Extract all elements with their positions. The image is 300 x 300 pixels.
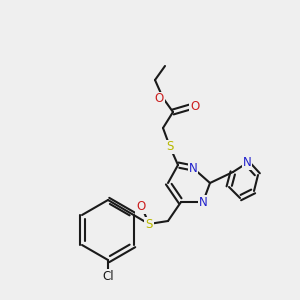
Text: Cl: Cl (102, 269, 114, 283)
Text: S: S (145, 218, 153, 230)
Text: O: O (154, 92, 164, 106)
Text: N: N (199, 196, 207, 208)
Text: N: N (189, 161, 197, 175)
Text: S: S (166, 140, 174, 154)
Text: N: N (243, 157, 251, 169)
Text: O: O (136, 200, 146, 214)
Text: O: O (190, 100, 200, 112)
